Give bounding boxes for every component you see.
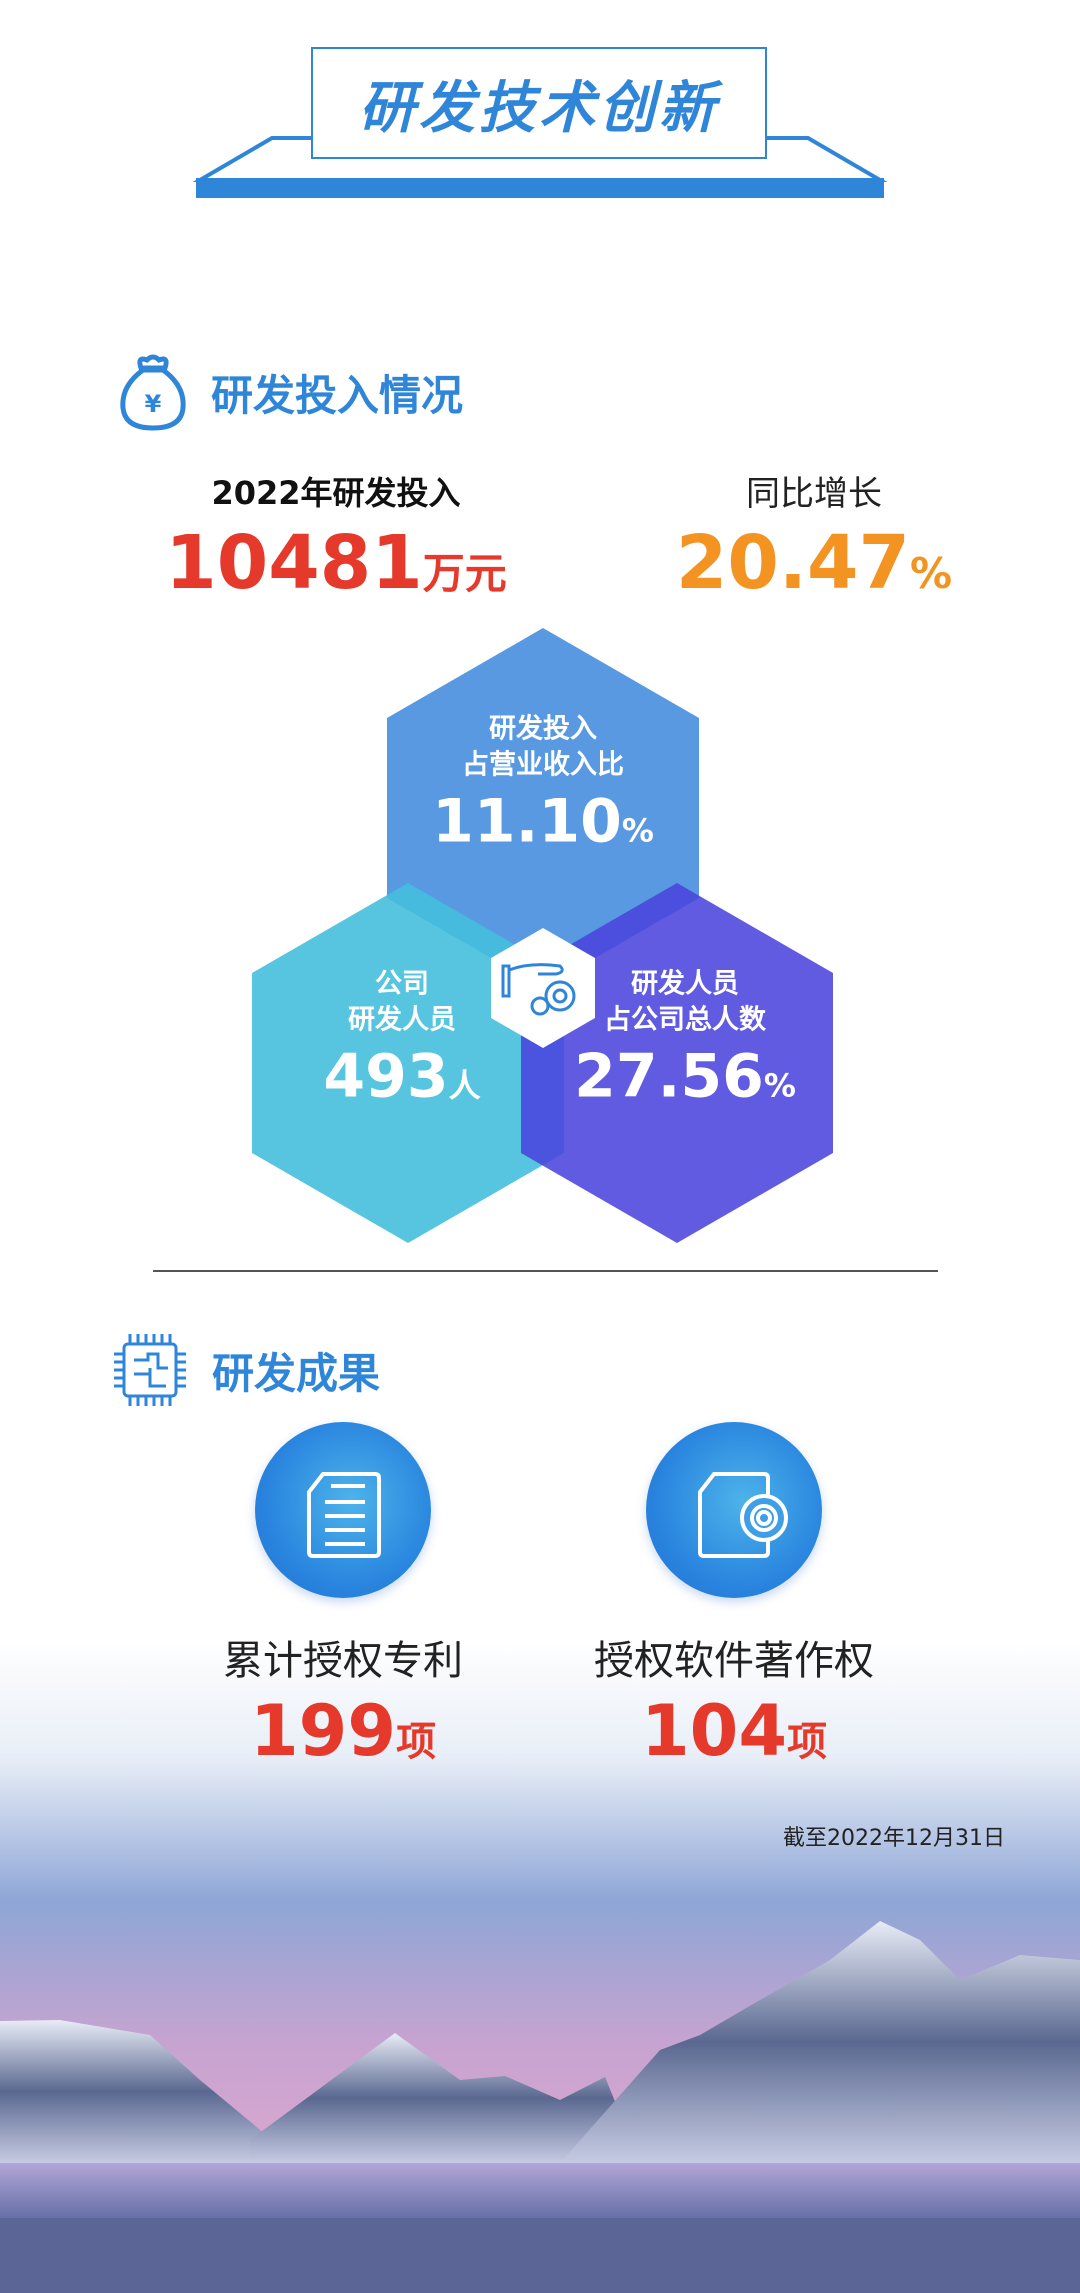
line1: 研发人员 — [630, 968, 739, 1000]
hexagon-rd-staff — [252, 883, 564, 1243]
hexagon-staff-ratio — [521, 883, 833, 1243]
value: 11.10 — [432, 786, 622, 857]
value: 493 — [323, 1041, 449, 1112]
unit: 项 — [396, 1719, 437, 1765]
rd-investment-value: 10481万元 — [165, 520, 506, 606]
hand-gear-icon — [501, 963, 576, 1016]
line1: 公司 — [374, 968, 429, 1000]
hexagon-rd-ratio — [387, 628, 699, 988]
line2: 研发人员 — [347, 1004, 456, 1036]
unit: % — [763, 1066, 796, 1105]
software-copyright-value: 104项 — [641, 1690, 827, 1772]
patent-value: 199项 — [250, 1690, 436, 1772]
as-of-date: 截至2022年12月31日 — [783, 1826, 1005, 1851]
hexagon-staff-ratio-text: 研发人员 占公司总人数 27.56% — [574, 967, 796, 1124]
document-icon — [307, 1472, 381, 1558]
section-title: 研发投入情况 — [211, 370, 464, 420]
divider — [153, 1270, 938, 1272]
unit: 万元 — [422, 549, 507, 598]
software-copyright-icon-circle — [646, 1422, 822, 1598]
document-gear-icon — [698, 1472, 788, 1558]
section-heading-investment: ¥ 研发投入情况 — [117, 352, 463, 432]
patent-icon-circle — [255, 1422, 431, 1598]
growth-label: 同比增长 — [746, 474, 882, 514]
section-title: 研发成果 — [212, 1348, 381, 1398]
page-title: 研发技术创新 — [311, 47, 767, 159]
hexagon-rd-ratio-text: 研发投入 占营业收入比 11.10% — [432, 712, 654, 869]
money-bag-icon: ¥ — [120, 354, 186, 431]
section-heading-results: 研发成果 — [110, 1330, 380, 1410]
chip-icon — [114, 1334, 186, 1406]
value: 199 — [249, 1690, 397, 1772]
value: 10481 — [165, 520, 423, 606]
unit: 人 — [448, 1066, 481, 1105]
mountain-landscape-image — [0, 1640, 1080, 2293]
rd-investment-label: 2022年研发投入 — [211, 474, 461, 512]
software-copyright-label: 授权软件著作权 — [594, 1638, 874, 1684]
unit: 项 — [787, 1719, 828, 1765]
growth-value: 20.47% — [676, 520, 952, 606]
svg-text:¥: ¥ — [145, 390, 162, 418]
unit: % — [909, 549, 953, 598]
value: 27.56 — [574, 1041, 764, 1112]
patent-label: 累计授权专利 — [223, 1638, 463, 1684]
center-hexagon — [491, 928, 595, 1048]
value: 20.47 — [675, 520, 910, 606]
unit: % — [621, 811, 654, 850]
hexagon-cluster — [252, 628, 833, 1243]
hexagon-rd-staff-text: 公司 研发人员 493人 — [323, 967, 480, 1124]
line1: 研发投入 — [488, 713, 597, 745]
value: 104 — [640, 1690, 788, 1772]
line2: 占公司总人数 — [603, 1004, 766, 1036]
line2: 占营业收入比 — [461, 749, 624, 781]
